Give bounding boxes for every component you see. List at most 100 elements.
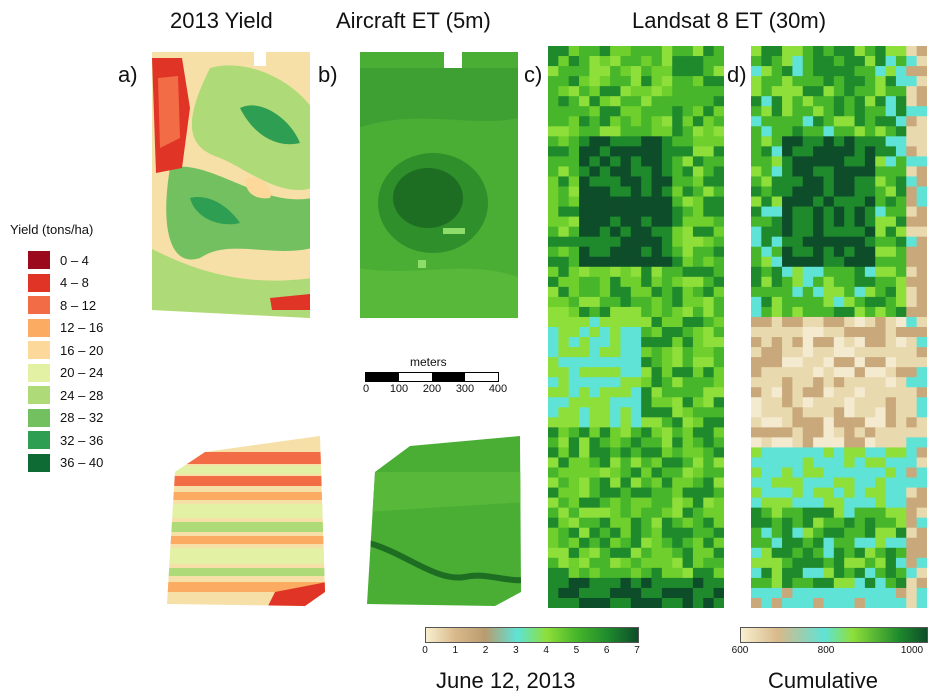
landsat-pixel: [854, 196, 866, 207]
landsat-pixel: [672, 587, 683, 599]
landsat-pixel: [802, 567, 814, 579]
landsat-pixel: [672, 407, 683, 418]
landsat-pixel: [906, 577, 918, 589]
landsat-pixel: [885, 276, 897, 288]
landsat-pixel: [548, 547, 559, 559]
landsat-pixel: [761, 567, 773, 579]
landsat-pixel: [782, 56, 793, 67]
landsat-pixel: [558, 527, 570, 539]
landsat-pixel: [864, 337, 876, 348]
landsat-pixel: [620, 86, 632, 97]
landsat-pixel: [813, 46, 824, 57]
landsat-pixel: [610, 316, 621, 328]
landsat-pixel: [558, 457, 570, 468]
landsat-pixel: [579, 206, 590, 218]
landsat-pixel: [844, 417, 855, 428]
landsat-pixel: [661, 156, 673, 167]
landsat-pixel: [661, 417, 673, 428]
landsat-pixel: [854, 527, 866, 539]
landsat-pixel: [661, 46, 673, 57]
landsat-pixel: [771, 76, 783, 87]
landsat-pixel: [713, 567, 724, 579]
landsat-pixel: [620, 587, 632, 599]
landsat-pixel: [579, 437, 590, 448]
landsat-pixel: [703, 56, 715, 67]
landsat-pixel: [579, 557, 590, 569]
landsat-pixel: [630, 136, 642, 147]
landsat-pixel: [844, 76, 855, 87]
landsat-pixel: [641, 96, 652, 107]
landsat-pixel: [854, 387, 866, 398]
landsat-pixel: [703, 176, 715, 187]
landsat-pixel: [771, 286, 783, 298]
landsat-pixel: [813, 397, 824, 408]
landsat-pixel: [813, 216, 824, 228]
cumulative-tick-1000: 1000: [900, 645, 924, 656]
landsat-pixel: [864, 347, 876, 358]
landsat-pixel: [875, 577, 886, 589]
landsat-pixel: [782, 417, 793, 428]
landsat-pixel: [761, 477, 773, 488]
landsat-pixel: [568, 597, 580, 608]
landsat-pixel: [641, 166, 652, 177]
landsat-pixel: [895, 517, 907, 529]
landsat-pixel: [833, 527, 845, 539]
landsat-pixel: [813, 587, 824, 599]
landsat-pixel: [823, 126, 835, 137]
landsat-pixel: [672, 477, 683, 488]
landsat-pixel: [875, 587, 886, 599]
landsat-pixel: [672, 246, 683, 258]
landsat-pixel: [895, 246, 907, 258]
landsat-pixel: [548, 427, 559, 438]
landsat-pixel: [751, 447, 762, 458]
landsat-pixel: [802, 447, 814, 458]
landsat-pixel: [802, 577, 814, 589]
landsat-pixel: [813, 417, 824, 428]
landsat-pixel: [630, 186, 642, 197]
landsat-pixel: [692, 196, 704, 207]
landsat-pixel: [906, 236, 918, 248]
landsat-pixel: [792, 306, 804, 318]
landsat-pixel: [844, 246, 855, 258]
landsat-pixel: [844, 126, 855, 137]
landsat-pixel: [751, 246, 762, 258]
landsat-pixel: [875, 507, 886, 519]
landsat-pixel: [610, 487, 621, 499]
landsat-pixel: [885, 146, 897, 157]
landsat-pixel: [548, 186, 559, 197]
landsat-pixel: [651, 76, 663, 87]
landsat-pixel: [854, 547, 866, 559]
landsat-pixel: [854, 407, 866, 418]
landsat-pixel: [802, 196, 814, 207]
landsat-pixel: [771, 477, 783, 488]
landsat-pixel: [558, 166, 570, 177]
landsat-pixel: [823, 597, 835, 608]
landsat-pixel: [771, 517, 783, 529]
landsat-pixel: [906, 226, 918, 238]
landsat-pixel: [875, 487, 886, 499]
legend-item: 12 – 16: [28, 318, 103, 338]
landsat-pixel: [885, 467, 897, 478]
landsat-pixel: [672, 597, 683, 608]
landsat-pixel: [589, 66, 601, 77]
landsat-pixel: [813, 156, 824, 167]
landsat-pixel: [682, 527, 694, 539]
landsat-pixel: [885, 327, 897, 338]
landsat-pixel: [548, 557, 559, 569]
landsat-pixel: [916, 86, 927, 97]
landsat-pixel: [703, 116, 715, 127]
landsat-pixel: [661, 246, 673, 258]
landsat-pixel: [782, 397, 793, 408]
landsat-pixel: [864, 256, 876, 268]
landsat-pixel: [906, 156, 918, 167]
landsat-pixel: [916, 276, 927, 288]
landsat-pixel: [558, 327, 570, 338]
landsat-pixel: [703, 256, 715, 268]
landsat-pixel: [703, 477, 715, 488]
landsat-pixel: [895, 266, 907, 278]
landsat-pixel: [916, 286, 927, 298]
landsat-pixel: [833, 276, 845, 288]
landsat-pixel: [761, 337, 773, 348]
landsat-pixel: [906, 377, 918, 388]
landsat-pixel: [916, 116, 927, 127]
